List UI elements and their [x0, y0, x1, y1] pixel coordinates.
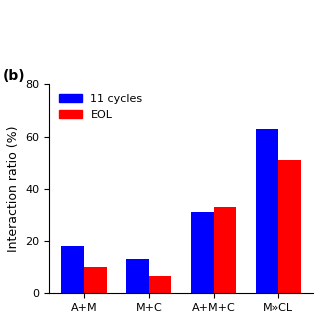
- Bar: [149, 276, 172, 293]
- Bar: [213, 207, 236, 293]
- Bar: [278, 160, 301, 293]
- Y-axis label: Interaction ratio (%): Interaction ratio (%): [7, 125, 20, 252]
- Legend: 11 cycles, EOL: 11 cycles, EOL: [55, 90, 147, 124]
- Bar: [126, 260, 149, 293]
- Bar: [84, 267, 107, 293]
- Bar: [256, 129, 278, 293]
- Bar: [61, 246, 84, 293]
- Bar: [191, 212, 213, 293]
- Text: (b): (b): [3, 69, 26, 83]
